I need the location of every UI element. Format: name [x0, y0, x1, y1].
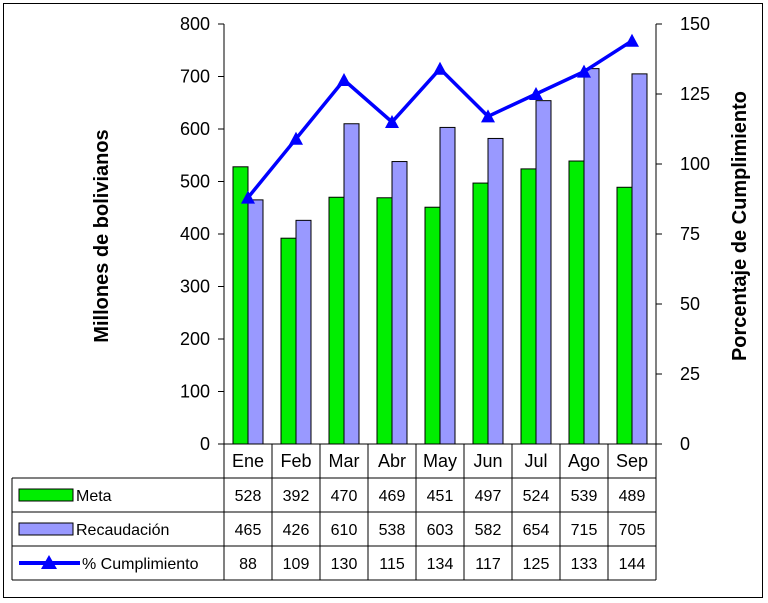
- data-label: 610: [331, 522, 358, 539]
- marker-cumplimiento: [241, 190, 255, 204]
- bar-recaudacion: [583, 68, 600, 445]
- data-label: 497: [475, 488, 502, 505]
- bar-meta: [376, 197, 393, 445]
- bar-recaudacion: [439, 126, 456, 445]
- bar-meta: [616, 186, 633, 445]
- y2-tick-label: 25: [680, 364, 700, 384]
- data-label: 130: [331, 556, 358, 573]
- x-tick-label: Jun: [473, 451, 502, 471]
- y2-axis-title: Porcentaje de Cumplimiento: [729, 91, 751, 361]
- data-label: 117: [475, 556, 501, 573]
- data-label: 134: [427, 556, 454, 573]
- x-tick-label: Abr: [378, 451, 406, 471]
- y-tick-label: 0: [200, 434, 210, 454]
- bar-meta: [568, 160, 585, 445]
- marker-cumplimiento: [433, 61, 447, 75]
- y2-tick-label: 50: [680, 294, 700, 314]
- bar-meta: [520, 168, 537, 445]
- data-label: 715: [571, 522, 598, 539]
- data-label: 705: [619, 522, 646, 539]
- bar-recaudacion: [247, 199, 264, 445]
- x-tick-label: Ago: [568, 451, 600, 471]
- bar-recaudacion: [487, 137, 504, 445]
- axes-layer: 0 100 200 300 400 500 600 700 800 0 25 50 75 100 125 15…: [180, 14, 710, 454]
- bar-recaudacion: [295, 219, 312, 445]
- bar-meta: [472, 182, 489, 445]
- marker-cumplimiento: [529, 87, 543, 100]
- data-label: 538: [379, 522, 406, 539]
- legend-label: Recaudación: [76, 522, 169, 539]
- data-label: 470: [331, 488, 358, 505]
- marker-cumplimiento: [577, 64, 591, 78]
- data-label: 603: [427, 522, 454, 539]
- chart-frame: [3, 3, 763, 598]
- y2-tick-label: 75: [680, 224, 700, 244]
- data-label: 392: [283, 488, 310, 505]
- marker-cumplimiento: [625, 33, 639, 47]
- legend-label: Meta: [76, 488, 112, 505]
- data-label: 465: [235, 522, 262, 539]
- legend-swatch: [18, 522, 74, 536]
- data-label: 528: [235, 488, 262, 505]
- legend-swatch: [18, 488, 74, 502]
- marker-cumplimiento: [385, 115, 399, 128]
- bar-recaudacion: [631, 73, 648, 445]
- data-label: 524: [523, 488, 550, 505]
- y2-tick-label: 150: [680, 14, 710, 34]
- x-tick-label: Jul: [524, 451, 547, 471]
- data-label: 109: [283, 556, 310, 573]
- data-label: 133: [571, 556, 598, 573]
- y-tick-label: 200: [180, 329, 210, 349]
- y-tick-label: 500: [180, 172, 210, 192]
- data-label: 125: [523, 556, 550, 573]
- y-axis-title: Millones de bolivianos: [91, 129, 113, 342]
- bar-meta: [424, 206, 441, 445]
- data-label: 144: [619, 556, 646, 573]
- x-tick-label: Sep: [616, 451, 648, 471]
- x-tick-label: Feb: [280, 451, 311, 471]
- line-layer: [241, 33, 639, 204]
- data-label: 582: [475, 522, 502, 539]
- bars-layer: [232, 68, 648, 445]
- x-tick-label: May: [423, 451, 457, 471]
- bar-meta: [328, 196, 345, 445]
- y2-tick-label: 100: [680, 154, 710, 174]
- data-label: 654: [523, 522, 550, 539]
- data-label: 539: [571, 488, 598, 505]
- marker-cumplimiento: [481, 109, 495, 123]
- data-label: 469: [379, 488, 406, 505]
- y2-tick-label: 125: [680, 84, 710, 104]
- y-tick-label: 400: [180, 224, 210, 244]
- y-tick-label: 100: [180, 382, 210, 402]
- data-label: 489: [619, 488, 646, 505]
- data-label: 115: [379, 556, 405, 573]
- legend-label: % Cumplimiento: [82, 556, 199, 573]
- bar-meta: [280, 237, 297, 445]
- marker-cumplimiento: [337, 73, 351, 86]
- bar-recaudacion: [343, 123, 360, 445]
- y2-tick-label: 0: [680, 434, 690, 454]
- bar-recaudacion: [535, 100, 552, 445]
- data-table: Ene Feb Mar Abr May Jun Jul Ago Sep Meta 528 392 470…: [11, 443, 657, 581]
- bar-recaudacion: [391, 161, 408, 445]
- y-tick-label: 800: [180, 14, 210, 34]
- y-tick-label: 300: [180, 277, 210, 297]
- y-tick-label: 700: [180, 67, 210, 87]
- legend-marker: [41, 555, 57, 569]
- marker-cumplimiento: [289, 131, 303, 145]
- x-tick-label: Ene: [232, 451, 264, 471]
- data-label: 426: [283, 522, 310, 539]
- data-label: 451: [427, 488, 454, 505]
- x-tick-label: Mar: [329, 451, 360, 471]
- data-label: 88: [239, 556, 257, 573]
- bar-meta: [232, 166, 249, 445]
- y-tick-label: 600: [180, 119, 210, 139]
